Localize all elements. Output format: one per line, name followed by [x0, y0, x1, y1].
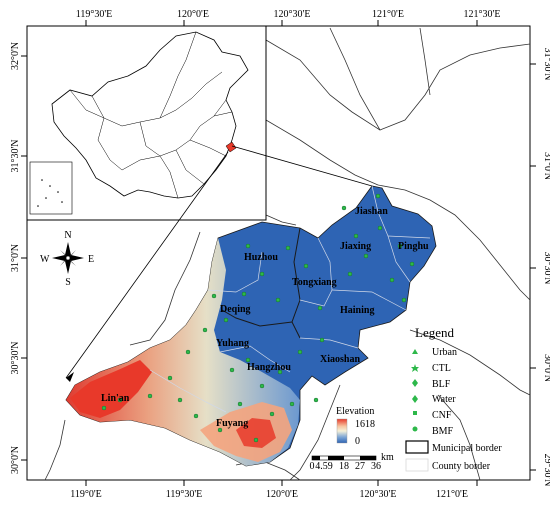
- elevation-title: Elevation: [336, 406, 374, 417]
- left-coord-labels: 32°0'N 31°30'N 31°0'N 30°30'N 30°0'N: [10, 42, 21, 474]
- elevation-legend: Elevation 1618 0: [336, 406, 375, 447]
- scale-bar: 0 4.59 18 27 36 km: [310, 452, 395, 472]
- right-coord-labels: 31°30'N 31°0'N 30°30'N 30°0'N 29°30'N: [542, 47, 550, 486]
- internal-borders: [149, 185, 431, 413]
- municipal-border-swatch: [405, 440, 429, 454]
- relief-high: [70, 360, 152, 418]
- right-tick-label: 29°30'N: [542, 453, 550, 486]
- callout-lines: [65, 145, 373, 379]
- city-label: Deqing: [220, 304, 251, 315]
- city-label: Haining: [340, 305, 374, 316]
- bottom-tick-label: 121°0'E: [436, 489, 468, 500]
- right-tick-label: 31°0'N: [542, 152, 550, 180]
- north-arrow: N S E W: [40, 230, 94, 288]
- diamond-icon: [412, 379, 418, 387]
- legend-county-border: County border: [432, 461, 491, 472]
- legend-item-ctl: CTL: [432, 363, 451, 374]
- city-label: Jiaxing: [340, 241, 371, 252]
- compass-w: W: [40, 254, 50, 265]
- bottom-tick-label: 120°30'E: [360, 489, 397, 500]
- callout-arrowhead: [66, 372, 74, 382]
- city-label: Yuhang: [216, 338, 249, 349]
- sample-markers: [101, 193, 415, 443]
- triangle-icon: [412, 349, 418, 354]
- top-coord-labels: 119°30'E 120°0'E 120°30'E 121°0'E 121°30…: [76, 9, 501, 20]
- square-icon: [413, 411, 417, 415]
- city-label: Fuyang: [216, 418, 248, 429]
- legend-municipal-border: Municipal border: [432, 443, 502, 454]
- top-tick-label: 121°0'E: [372, 9, 404, 20]
- legend-item-water: Water: [432, 394, 456, 405]
- study-area: [65, 185, 437, 467]
- city-label: Hangzhou: [247, 362, 291, 373]
- legend-item-urban: Urban: [432, 347, 457, 358]
- scale-unit: km: [381, 452, 394, 463]
- legend-item-cnf: CNF: [432, 410, 452, 421]
- diamond-icon: [412, 395, 418, 403]
- regional-boundaries: [44, 27, 531, 481]
- county-border-swatch: [405, 458, 429, 472]
- bottom-tick-label: 120°0'E: [266, 489, 298, 500]
- relief-fuyang-peaks: [236, 418, 276, 448]
- top-tick-label: 121°30'E: [464, 9, 501, 20]
- south-china-sea-inset: [29, 161, 73, 215]
- legend-title: Legend: [415, 325, 454, 340]
- top-tick-label: 120°30'E: [274, 9, 311, 20]
- circle-icon: [412, 426, 418, 432]
- right-tick-label: 31°30'N: [542, 47, 550, 80]
- map-legend: Legend Urban CTL BLF Water CNF BMF Munic…: [405, 325, 502, 472]
- bottom-tick-label: 119°30'E: [166, 489, 203, 500]
- city-labels: Jiashan Jiaxing Pinghu Huzhou Tongxiang …: [101, 206, 429, 429]
- scale-label: 4.59: [315, 461, 333, 472]
- compass-s: S: [65, 277, 71, 288]
- compass-n: N: [64, 230, 71, 241]
- left-tick-label: 30°30'N: [10, 341, 21, 374]
- left-tick-label: 31°30'N: [10, 139, 21, 172]
- legend-item-bmf: BMF: [432, 426, 454, 437]
- elevation-max: 1618: [355, 419, 375, 430]
- city-label: Pinghu: [398, 241, 429, 252]
- right-tick-label: 30°0'N: [542, 354, 550, 382]
- elevation-min: 0: [355, 436, 360, 447]
- right-tick-label: 30°30'N: [542, 251, 550, 284]
- scale-label: 18: [339, 461, 349, 472]
- city-label: Huzhou: [244, 252, 278, 263]
- left-tick-label: 31°0'N: [10, 244, 21, 272]
- legend-item-blf: BLF: [432, 379, 451, 390]
- city-label: Lin'an: [101, 393, 130, 404]
- top-tick-label: 119°30'E: [76, 9, 113, 20]
- city-label: Tongxiang: [292, 277, 337, 288]
- scale-label: 36: [371, 461, 381, 472]
- china-inset: [26, 25, 267, 221]
- scale-label: 0: [310, 461, 315, 472]
- scale-label: 27: [355, 461, 365, 472]
- compass-e: E: [88, 254, 94, 265]
- left-tick-label: 32°0'N: [10, 42, 21, 70]
- top-tick-label: 120°0'E: [177, 9, 209, 20]
- bottom-tick-label: 119°0'E: [70, 489, 102, 500]
- city-label: Xiaoshan: [320, 354, 360, 365]
- china-outline: [51, 31, 249, 199]
- left-tick-label: 30°0'N: [10, 446, 21, 474]
- star-icon: [411, 364, 419, 372]
- elevation-ramp: [336, 418, 348, 444]
- city-label: Jiashan: [355, 206, 388, 217]
- frame-ticks: [21, 20, 536, 486]
- highlight-region: [225, 141, 237, 153]
- bottom-coord-labels: 119°0'E 119°30'E 120°0'E 120°30'E 121°0'…: [70, 489, 468, 500]
